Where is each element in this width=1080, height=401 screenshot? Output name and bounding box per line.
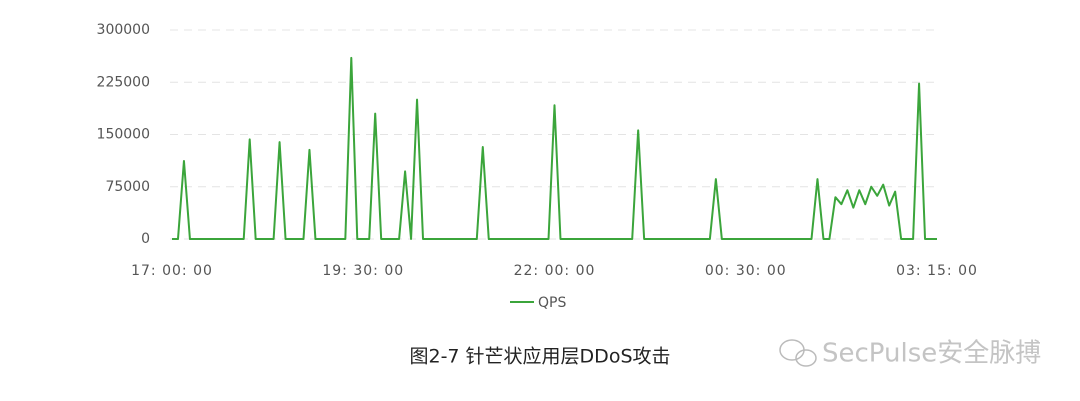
y-tick-label: 150000 bbox=[97, 127, 150, 143]
watermark: SecPulse安全脉搏 bbox=[822, 339, 1041, 369]
y-tick-label: 300000 bbox=[97, 22, 150, 38]
x-tick-label: 19: 30: 00 bbox=[322, 263, 404, 279]
y-tick-label: 0 bbox=[141, 231, 150, 247]
watermark-icon bbox=[779, 339, 817, 367]
y-tick-label: 75000 bbox=[105, 179, 150, 195]
legend-label: QPS bbox=[538, 295, 566, 311]
caption: 图2-7 针芒状应用层DDoS攻击 bbox=[409, 346, 670, 368]
x-tick-label: 03: 15: 00 bbox=[896, 263, 978, 279]
y-tick-label: 225000 bbox=[97, 74, 150, 90]
x-tick-label: 17: 00: 00 bbox=[131, 263, 213, 279]
x-tick-label: 00: 30: 00 bbox=[705, 263, 787, 279]
x-tick-label: 22: 00: 00 bbox=[514, 263, 596, 279]
line bbox=[172, 56, 937, 240]
